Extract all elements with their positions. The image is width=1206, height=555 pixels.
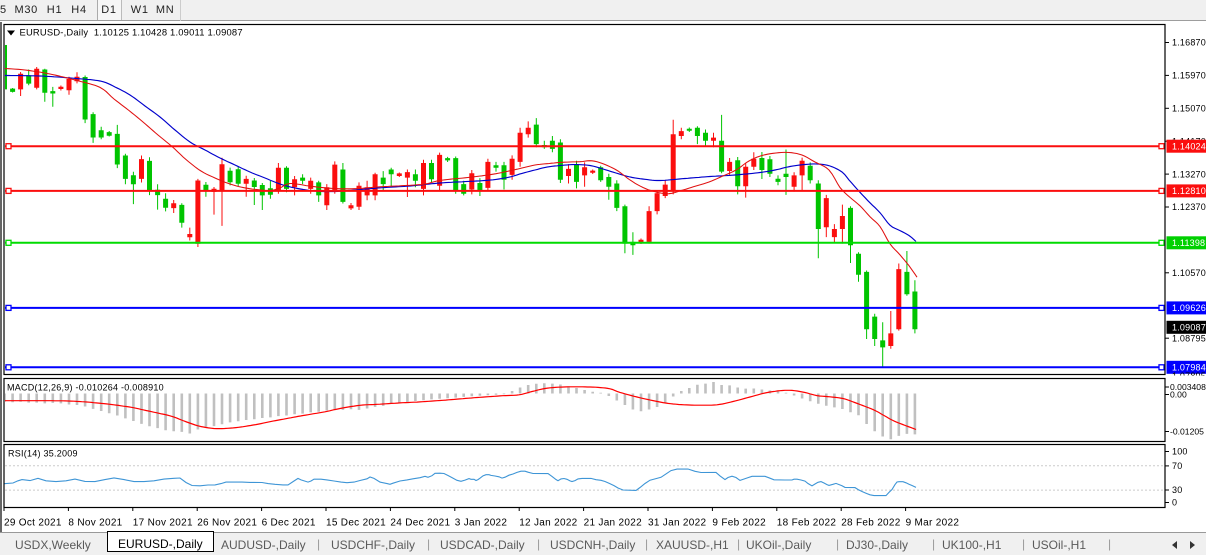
svg-text:0: 0	[1172, 498, 1177, 508]
svg-text:-0.01205: -0.01205	[1170, 427, 1204, 437]
svg-text:26 Nov 2021: 26 Nov 2021	[197, 518, 257, 529]
svg-text:30: 30	[1172, 485, 1182, 495]
svg-text:1.12810: 1.12810	[1172, 186, 1206, 196]
svg-text:1.10570: 1.10570	[1172, 268, 1206, 278]
svg-text:3 Jan 2022: 3 Jan 2022	[455, 518, 508, 529]
svg-text:1.08795: 1.08795	[1172, 333, 1206, 343]
svg-text:17 Nov 2021: 17 Nov 2021	[133, 518, 193, 529]
svg-text:1.12370: 1.12370	[1172, 202, 1206, 212]
svg-text:6 Dec 2021: 6 Dec 2021	[262, 518, 316, 529]
svg-text:70: 70	[1172, 461, 1182, 471]
svg-text:1.14024: 1.14024	[1172, 141, 1206, 151]
svg-text:1.15070: 1.15070	[1172, 104, 1206, 114]
svg-text:21 Jan 2022: 21 Jan 2022	[584, 518, 642, 529]
svg-text:31 Jan 2022: 31 Jan 2022	[648, 518, 706, 529]
svg-text:12 Jan 2022: 12 Jan 2022	[519, 518, 577, 529]
svg-text:0.00: 0.00	[1170, 390, 1187, 400]
svg-text:18 Feb 2022: 18 Feb 2022	[777, 518, 837, 529]
svg-text:29 Oct 2021: 29 Oct 2021	[4, 518, 62, 529]
svg-text:24 Dec 2021: 24 Dec 2021	[390, 518, 450, 529]
svg-text:100: 100	[1172, 447, 1188, 457]
svg-text:9 Feb 2022: 9 Feb 2022	[712, 518, 766, 529]
svg-text:1.07984: 1.07984	[1172, 363, 1206, 373]
svg-text:28 Feb 2022: 28 Feb 2022	[841, 518, 901, 529]
svg-text:1.09626: 1.09626	[1172, 303, 1206, 313]
svg-text:1.13270: 1.13270	[1172, 169, 1206, 179]
svg-text:1.07895: 1.07895	[1172, 371, 1206, 381]
svg-text:MACD(12,26,9) -0.010264 -0.008: MACD(12,26,9) -0.010264 -0.008910	[7, 383, 164, 393]
svg-text:1.11398: 1.11398	[1172, 238, 1205, 248]
svg-text:EURUSD-,Daily 1.10125 1.10428: EURUSD-,Daily 1.10125 1.10428 1.09011 1.…	[20, 27, 243, 38]
svg-text:1.15970: 1.15970	[1172, 71, 1206, 81]
svg-text:1.09087: 1.09087	[1172, 323, 1206, 333]
svg-text:0.003408: 0.003408	[1170, 382, 1206, 392]
svg-text:9 Mar 2022: 9 Mar 2022	[906, 518, 960, 529]
svg-text:1.16870: 1.16870	[1172, 38, 1206, 48]
svg-text:15 Dec 2021: 15 Dec 2021	[326, 518, 386, 529]
svg-text:8 Nov 2021: 8 Nov 2021	[68, 518, 122, 529]
svg-text:RSI(14) 35.2009: RSI(14) 35.2009	[8, 449, 78, 459]
